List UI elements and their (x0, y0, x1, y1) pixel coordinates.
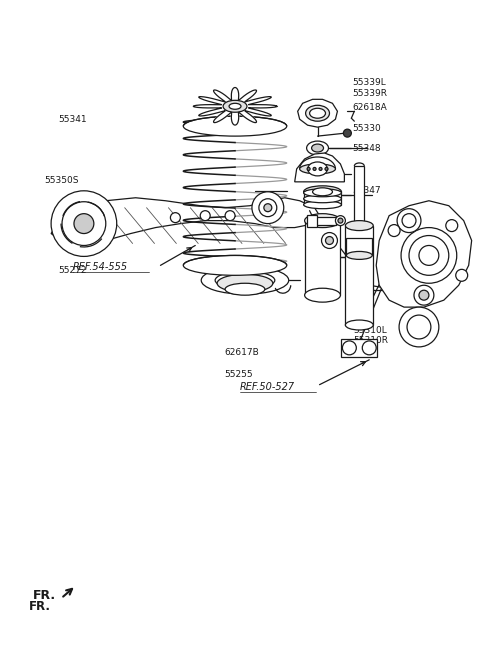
Circle shape (419, 246, 439, 265)
Ellipse shape (183, 255, 287, 275)
Ellipse shape (307, 141, 328, 155)
Circle shape (401, 227, 457, 283)
Circle shape (419, 290, 429, 300)
Ellipse shape (310, 108, 325, 118)
Ellipse shape (347, 252, 372, 259)
Circle shape (343, 129, 351, 137)
Text: 55339L
55339R: 55339L 55339R (352, 78, 387, 98)
Circle shape (402, 214, 416, 227)
Ellipse shape (300, 164, 336, 174)
Text: FR.: FR. (33, 589, 56, 602)
Ellipse shape (308, 162, 327, 176)
Ellipse shape (217, 274, 273, 292)
Circle shape (200, 211, 210, 221)
Ellipse shape (304, 186, 341, 198)
Bar (304, 191, 341, 205)
Circle shape (414, 285, 434, 305)
Ellipse shape (215, 271, 275, 290)
Circle shape (74, 214, 94, 234)
Circle shape (446, 219, 458, 232)
Circle shape (313, 168, 316, 170)
Ellipse shape (305, 214, 340, 227)
Circle shape (388, 225, 400, 236)
Circle shape (170, 213, 180, 223)
Text: 55255: 55255 (225, 370, 253, 379)
Circle shape (225, 211, 235, 221)
Ellipse shape (229, 103, 241, 109)
Bar (314, 217, 336, 225)
Ellipse shape (183, 116, 287, 136)
Bar (354, 166, 364, 240)
Circle shape (62, 202, 106, 246)
Circle shape (259, 198, 277, 217)
Circle shape (362, 341, 376, 355)
Polygon shape (376, 200, 472, 307)
Text: FR.: FR. (29, 600, 51, 612)
Bar (307, 215, 316, 227)
Ellipse shape (304, 195, 341, 203)
Circle shape (342, 341, 356, 355)
Circle shape (336, 215, 346, 225)
Text: 62617B: 62617B (225, 348, 260, 357)
Ellipse shape (346, 320, 373, 330)
Bar (305, 221, 340, 295)
Ellipse shape (305, 288, 340, 302)
Polygon shape (51, 198, 320, 246)
Circle shape (252, 192, 284, 223)
Ellipse shape (223, 100, 247, 112)
Text: 55350S: 55350S (44, 176, 79, 185)
Circle shape (307, 168, 310, 170)
Circle shape (51, 191, 117, 256)
Ellipse shape (312, 144, 324, 152)
Text: 55330: 55330 (352, 124, 381, 134)
Circle shape (338, 218, 343, 223)
Text: REF.50-527: REF.50-527 (240, 382, 295, 392)
Polygon shape (298, 100, 337, 127)
Ellipse shape (306, 105, 329, 121)
Text: 55347: 55347 (352, 186, 381, 195)
Circle shape (456, 269, 468, 281)
Circle shape (319, 168, 322, 170)
Text: 55272: 55272 (59, 266, 87, 274)
Circle shape (325, 168, 328, 170)
Bar (341, 339, 377, 357)
Circle shape (397, 209, 421, 233)
Bar (347, 238, 372, 255)
Circle shape (399, 307, 439, 347)
Circle shape (322, 233, 337, 248)
Polygon shape (295, 153, 344, 182)
Circle shape (407, 315, 431, 339)
Polygon shape (193, 88, 277, 125)
Ellipse shape (304, 189, 341, 196)
Ellipse shape (312, 188, 333, 196)
Text: 55341: 55341 (59, 115, 87, 124)
Text: 62618A: 62618A (352, 103, 387, 112)
Circle shape (264, 204, 272, 212)
Ellipse shape (304, 200, 341, 209)
Text: 55310L
55310R: 55310L 55310R (354, 326, 389, 345)
Text: REF.54-555: REF.54-555 (73, 263, 128, 272)
Ellipse shape (201, 267, 288, 294)
Ellipse shape (225, 283, 265, 295)
Circle shape (409, 236, 449, 275)
Bar (346, 225, 373, 325)
Circle shape (325, 236, 334, 244)
Ellipse shape (346, 221, 373, 231)
Text: 55348: 55348 (352, 144, 381, 153)
